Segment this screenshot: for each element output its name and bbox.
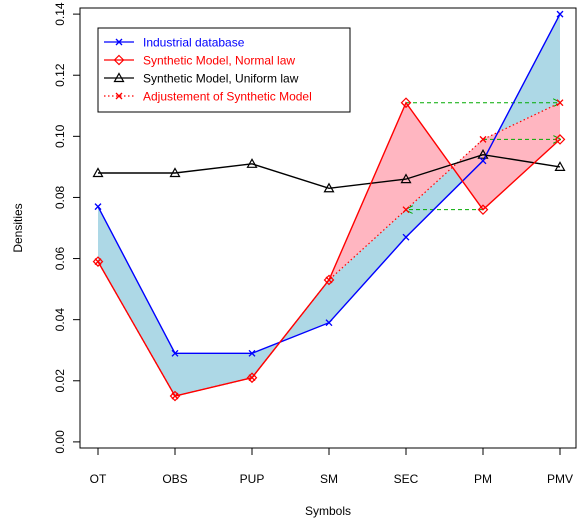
legend-label-adjustement-of-synthetic-model: Adjustement of Synthetic Model [143, 90, 312, 104]
y-tick-label-3: 0.06 [53, 247, 67, 271]
fill-band-1-segment-4 [329, 209, 406, 323]
y-tick-label-1: 0.02 [53, 369, 67, 393]
x-tick-label-pup: PUP [240, 472, 265, 486]
data-point-synthetic-model-uniform-law-pm [477, 148, 489, 159]
data-point-adjustement-of-synthetic-model-pmv-stroke-b [556, 99, 564, 107]
legend-marker-adjustement-of-synthetic-model [115, 92, 123, 100]
data-point-synthetic-model-normal-law-pup [246, 372, 258, 384]
data-point-synthetic-model-uniform-law-pmv [554, 161, 566, 171]
legend-marker-synthetic-model-uniform-law [113, 72, 125, 83]
legend-marker-synthetic-model-normal-law [113, 54, 125, 66]
y-tick-label-0: 0.00 [53, 430, 67, 454]
data-point-synthetic-model-uniform-law-ot [92, 167, 104, 178]
arrow-layer [406, 103, 560, 210]
y-axis-label: Densities [11, 203, 25, 252]
data-point-industrial-database-sm-stroke-b [325, 319, 333, 327]
x-tick-label-obs: OBS [162, 472, 187, 486]
data-point-synthetic-model-normal-law-pmv [554, 134, 566, 145]
legend-marker-adjustement-of-synthetic-model-stroke-b [115, 92, 123, 100]
data-point-industrial-database-pm-stroke-b [479, 157, 487, 165]
data-point-industrial-database-ot-stroke-b [94, 203, 102, 211]
x-tick-label-pm: PM [474, 472, 492, 486]
data-point-adjustement-of-synthetic-model-sec [402, 206, 410, 214]
data-point-synthetic-model-uniform-law-obs [169, 167, 181, 178]
x-tick-label-sec: SEC [394, 472, 419, 486]
legend-box [97, 27, 351, 113]
data-point-synthetic-model-normal-law-obs [169, 390, 181, 402]
x-tick-label-ot: OT [90, 472, 107, 486]
data-point-industrial-database-sec-stroke-b [402, 233, 410, 241]
data-point-industrial-database-obs [171, 349, 179, 357]
y-tick-label-7: 0.14 [53, 2, 67, 26]
y-tick-label-5: 0.10 [53, 124, 67, 148]
fill-band-1-segment-1 [98, 206, 175, 397]
legend-marker-industrial-database-stroke-b [115, 38, 123, 46]
legend: Industrial database Synthetic Model, Norm… [97, 27, 351, 113]
legend-label-industrial-database: Industrial database [143, 36, 245, 50]
data-point-adjustement-of-synthetic-model-sec-stroke-b [402, 206, 410, 214]
data-point-synthetic-model-uniform-law-sec [400, 173, 412, 184]
data-point-synthetic-model-uniform-law-pup [246, 158, 258, 168]
data-point-synthetic-model-normal-law-sm [323, 274, 335, 286]
marker-layer [92, 10, 566, 402]
data-point-synthetic-model-uniform-law-sm [323, 182, 335, 193]
data-point-adjustement-of-synthetic-model-pm [479, 135, 487, 143]
legend-marker-industrial-database [115, 38, 123, 46]
x-tick-label-pmv: PMV [547, 472, 573, 486]
x-tick-label-sm: SM [320, 472, 338, 486]
y-tick-label-2: 0.04 [53, 308, 67, 332]
series-line-synthetic-model-uniform-law [98, 153, 561, 189]
y-tick-label-4: 0.08 [53, 185, 67, 209]
data-point-industrial-database-pup [248, 349, 256, 357]
x-axis-label: Symbols [305, 504, 351, 518]
data-point-industrial-database-pmv [556, 10, 564, 18]
data-point-adjustement-of-synthetic-model-pm-stroke-b [479, 135, 487, 143]
data-point-industrial-database-sm [325, 319, 333, 327]
data-point-industrial-database-pup-stroke-b [248, 349, 256, 357]
data-point-industrial-database-obs-stroke-b [171, 349, 179, 357]
legend-label-synthetic-model-uniform-law: Synthetic Model, Uniform law [143, 72, 299, 86]
fill-band-1-segment-2 [175, 353, 252, 397]
data-point-synthetic-model-normal-law-pm [477, 204, 489, 216]
data-point-industrial-database-ot [94, 203, 102, 211]
data-point-adjustement-of-synthetic-model-pmv [556, 99, 564, 107]
axes-layer: OT OBS PUP SM SEC PM PMV 0.00 0.02 0.04 0.06 0.08 0.… [53, 2, 573, 486]
data-point-industrial-database-sec [402, 233, 410, 241]
data-point-industrial-database-pm [479, 157, 487, 165]
data-point-synthetic-model-normal-law-sec [400, 97, 412, 109]
data-point-industrial-database-pmv-stroke-b [556, 10, 564, 18]
fill-band-2-segment-6 [483, 102, 560, 210]
legend-label-synthetic-model-normal-law: Synthetic Model, Normal law [143, 54, 295, 68]
data-point-synthetic-model-normal-law-ot [92, 256, 104, 267]
y-tick-label-6: 0.12 [53, 63, 67, 87]
